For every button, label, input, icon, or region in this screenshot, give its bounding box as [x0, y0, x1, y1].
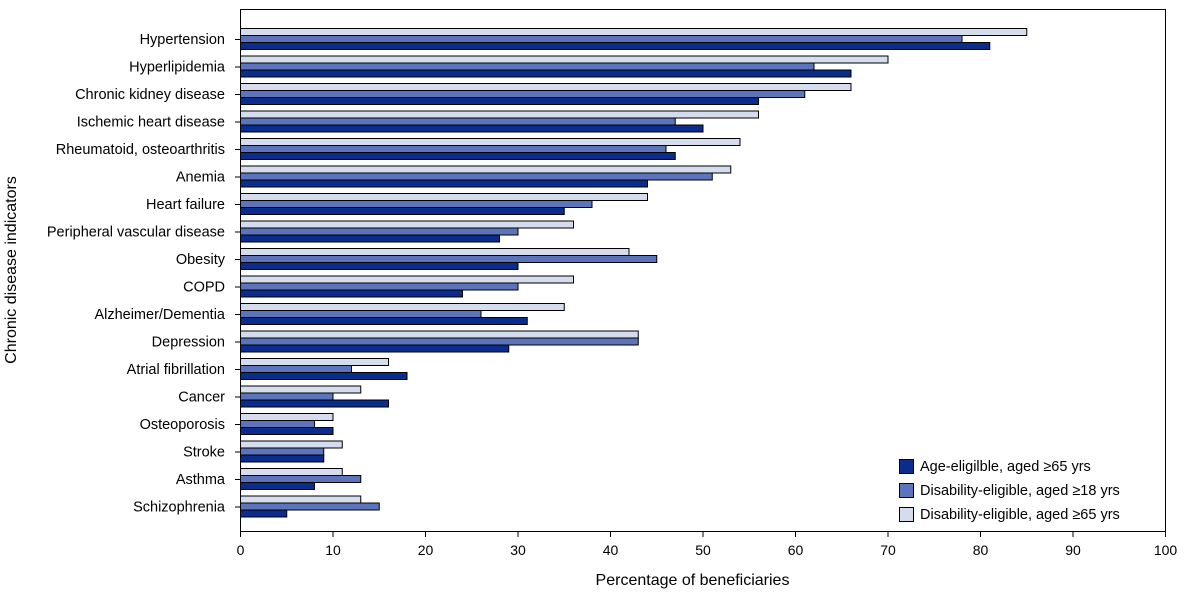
bar-1-13: [240, 358, 389, 366]
bar-3-6: [240, 179, 648, 188]
legend-label: Age-eligilble, aged ≥65 yrs: [920, 459, 1091, 475]
bar-1-9: [240, 248, 630, 256]
category-label: Hyperlipidemia: [129, 60, 226, 76]
bar-2-11: [240, 310, 482, 318]
bar-1-18: [240, 495, 362, 504]
x-tick-label: 20: [418, 542, 434, 558]
category-label: Stroke: [183, 445, 225, 461]
category-label: Peripheral vascular disease: [47, 225, 225, 241]
category-label: Heart failure: [146, 197, 225, 213]
bar-1-5: [240, 138, 741, 146]
legend: Age-eligilble, aged ≥65 yrs Disability-el…: [899, 459, 1120, 523]
bar-1-1: [240, 28, 1028, 36]
bar-3-4: [240, 124, 704, 133]
legend-label: Disability-eligible, aged ≥18 yrs: [920, 483, 1120, 499]
legend-label: Disability-eligible, aged ≥65 yrs: [920, 507, 1120, 523]
bar-3-10: [240, 289, 463, 298]
x-tick-label: 90: [1065, 542, 1081, 558]
bars-layer: [240, 28, 1028, 518]
bar-2-2: [240, 62, 815, 71]
bar-3-16: [240, 454, 325, 463]
bar-3-9: [240, 262, 519, 270]
bar-1-4: [240, 110, 759, 119]
x-tick-label: 40: [603, 542, 619, 558]
x-tick-label: 10: [325, 542, 341, 558]
category-label: Depression: [152, 335, 225, 351]
legend-swatch: [899, 459, 914, 474]
x-tick-label: 70: [880, 542, 896, 558]
bar-1-6: [240, 165, 732, 174]
bar-2-5: [240, 145, 667, 153]
bar-2-18: [240, 502, 380, 511]
category-label: Asthma: [176, 472, 226, 488]
bar-3-5: [240, 152, 676, 160]
bar-3-12: [240, 344, 510, 353]
legend-swatch: [899, 507, 914, 522]
category-label: Rheumatoid, osteoarthritis: [56, 142, 225, 158]
bar-3-17: [240, 482, 315, 490]
category-label: Atrial fibrillation: [127, 362, 225, 378]
bar-2-16: [240, 447, 325, 456]
bar-2-3: [240, 90, 806, 98]
bar-1-15: [240, 413, 334, 421]
bar-2-4: [240, 117, 676, 126]
bar-3-18: [240, 509, 288, 518]
bar-3-3: [240, 97, 759, 105]
bar-1-8: [240, 220, 574, 229]
bar-2-17: [240, 475, 362, 483]
category-label: Anemia: [176, 170, 226, 186]
x-axis-title: Percentage of beneficiaries: [596, 572, 790, 589]
bar-2-14: [240, 392, 334, 401]
bar-3-14: [240, 399, 389, 408]
x-tick-label: 80: [973, 542, 989, 558]
bar-1-7: [240, 193, 648, 201]
bar-1-2: [240, 55, 889, 64]
bar-2-12: [240, 337, 639, 346]
category-label: Schizophrenia: [133, 500, 226, 516]
category-label: Hypertension: [140, 32, 225, 48]
bar-3-11: [240, 317, 528, 325]
bar-1-11: [240, 303, 565, 311]
category-label: Cancer: [178, 390, 225, 406]
bar-1-17: [240, 468, 343, 476]
bar-2-9: [240, 255, 658, 263]
x-tick-label: 50: [695, 542, 711, 558]
x-tick-label: 60: [788, 542, 804, 558]
bar-3-8: [240, 234, 500, 243]
category-label: Ischemic heart disease: [77, 115, 225, 131]
bar-1-10: [240, 275, 574, 284]
category-label: COPD: [183, 280, 225, 296]
bar-2-15: [240, 420, 315, 428]
bar-3-7: [240, 207, 565, 215]
legend-swatch: [899, 483, 914, 498]
bar-3-13: [240, 372, 408, 380]
bar-2-13: [240, 365, 352, 373]
bar-2-1: [240, 35, 963, 43]
bar-3-1: [240, 42, 991, 50]
bar-2-8: [240, 227, 519, 236]
x-axis-ticks: 0 10 20 30 40 50 60 70 80 90 100: [237, 531, 1178, 558]
bar-3-15: [240, 427, 334, 435]
bar-1-14: [240, 385, 362, 394]
bar-2-10: [240, 282, 519, 291]
bar-3-2: [240, 69, 852, 78]
bar-1-16: [240, 440, 343, 449]
x-tick-label: 100: [1154, 542, 1178, 558]
x-tick-label: 30: [510, 542, 526, 558]
category-label: Alzheimer/Dementia: [94, 307, 225, 323]
category-label: Obesity: [176, 252, 226, 268]
bar-1-3: [240, 83, 852, 91]
bar-1-12: [240, 330, 639, 339]
bar-2-6: [240, 172, 713, 181]
x-tick-label: 0: [237, 542, 245, 558]
category-label: Osteoporosis: [140, 417, 225, 433]
bar-2-7: [240, 200, 593, 208]
category-labels: Hypertension Hyperlipidemia Chronic kidney…: [47, 32, 240, 516]
y-axis-title: Chronic disease indicators: [3, 176, 20, 364]
category-label: Chronic kidney disease: [75, 87, 225, 103]
